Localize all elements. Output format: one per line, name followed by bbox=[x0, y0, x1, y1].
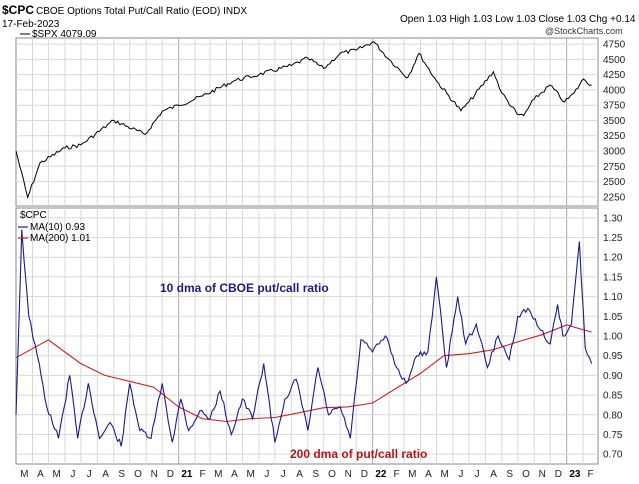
x-tick-label: J bbox=[87, 469, 92, 480]
top-panel-frame bbox=[15, 37, 599, 207]
x-tick-label: A bbox=[231, 469, 238, 480]
bottom-y-tick-label: 1.20 bbox=[603, 253, 623, 264]
x-tick-label: M bbox=[52, 469, 60, 480]
ma10-legend-label: MA(10) 0.93 bbox=[30, 222, 85, 233]
watermark: @StockCharts.com bbox=[545, 26, 623, 36]
x-tick-label: D bbox=[167, 469, 174, 480]
x-tick-label: J bbox=[264, 469, 269, 480]
x-tick-label: 21 bbox=[181, 469, 193, 480]
bottom-y-tick-label: 0.70 bbox=[603, 450, 623, 461]
top-y-axis: 2250 2500 2750 3000 3250 3500 3750 4000 4250 4500… bbox=[603, 40, 626, 204]
x-tick-label: A bbox=[37, 469, 44, 480]
ma10-annotation: 10 dma of CBOE put/call ratio bbox=[160, 281, 329, 295]
x-tick-label: A bbox=[296, 469, 303, 480]
top-y-tick-label: 2750 bbox=[603, 162, 626, 173]
x-tick-label: F bbox=[394, 469, 400, 480]
x-tick-label: J bbox=[70, 469, 75, 480]
bottom-y-tick-label: 0.85 bbox=[603, 391, 623, 402]
ma200-legend-label: MA(200) 1.01 bbox=[30, 233, 91, 244]
top-y-tick-label: 2500 bbox=[603, 177, 626, 188]
cpc-legend-title: $CPC bbox=[20, 210, 47, 221]
x-tick-label: 23 bbox=[569, 469, 581, 480]
x-tick-label: 22 bbox=[375, 469, 387, 480]
x-tick-label: J bbox=[281, 469, 286, 480]
top-y-tick-label: 4500 bbox=[603, 55, 626, 66]
bottom-legend: $CPC MA(10) 0.93 MA(200) 1.01 bbox=[18, 210, 91, 244]
spx-line bbox=[15, 41, 592, 200]
top-legend: $SPX 4079.09 bbox=[20, 29, 97, 40]
top-y-tick-label: 4750 bbox=[603, 40, 626, 51]
x-tick-label: D bbox=[361, 469, 368, 480]
x-tick-label: M bbox=[20, 469, 28, 480]
bottom-plot-lines bbox=[15, 229, 593, 447]
x-tick-label: A bbox=[102, 469, 109, 480]
x-tick-label: M bbox=[246, 469, 254, 480]
x-tick-label: O bbox=[134, 469, 142, 480]
symbol-label: $CPC bbox=[2, 3, 34, 17]
top-plot-lines bbox=[15, 41, 592, 200]
x-tick-label: S bbox=[506, 469, 513, 480]
bottom-y-tick-label: 1.15 bbox=[603, 272, 623, 283]
symbol-description: CBOE Options Total Put/Call Ratio (EOD) … bbox=[36, 6, 247, 17]
x-tick-label: M bbox=[214, 469, 222, 480]
top-y-tick-label: 3000 bbox=[603, 147, 626, 158]
x-tick-label: A bbox=[425, 469, 432, 480]
x-tick-label: A bbox=[490, 469, 497, 480]
bottom-y-tick-label: 0.80 bbox=[603, 410, 623, 421]
x-tick-label: F bbox=[588, 469, 594, 480]
x-tick-label: J bbox=[458, 469, 463, 480]
bottom-y-tick-label: 1.10 bbox=[603, 292, 623, 303]
bottom-y-tick-label: 1.30 bbox=[603, 213, 623, 224]
top-y-tick-label: 3750 bbox=[603, 101, 626, 112]
ma10-line bbox=[15, 229, 593, 447]
x-tick-label: M bbox=[440, 469, 448, 480]
bottom-y-tick-label: 0.95 bbox=[603, 351, 623, 362]
top-y-tick-label: 3250 bbox=[603, 131, 626, 142]
x-tick-label: J bbox=[475, 469, 480, 480]
top-y-tick-label: 4250 bbox=[603, 70, 626, 81]
bottom-y-axis: 0.70 0.75 0.80 0.85 0.90 0.95 1.00 1.05 1.10 1.15… bbox=[603, 213, 623, 460]
x-tick-label: N bbox=[151, 469, 158, 480]
x-tick-label: N bbox=[345, 469, 352, 480]
spx-legend-label: $SPX 4079.09 bbox=[32, 29, 97, 40]
top-y-tick-label: 3500 bbox=[603, 116, 626, 127]
top-y-tick-label: 4000 bbox=[603, 85, 626, 96]
x-tick-label: S bbox=[118, 469, 125, 480]
bottom-y-tick-label: 0.90 bbox=[603, 371, 623, 382]
x-tick-label: N bbox=[539, 469, 546, 480]
bottom-y-tick-label: 1.05 bbox=[603, 312, 623, 323]
ma200-annotation: 200 dma of put/call ratio bbox=[290, 447, 427, 461]
x-axis-labels: M A M J J A S O N D 21 F M A M J J A S O N D 22 F M A M J J A S O N D 23 F bbox=[20, 469, 594, 480]
bottom-y-tick-label: 0.75 bbox=[603, 430, 623, 441]
x-tick-label: O bbox=[522, 469, 530, 480]
top-y-tick-label: 2250 bbox=[603, 192, 626, 203]
x-tick-label: O bbox=[328, 469, 336, 480]
x-tick-label: M bbox=[408, 469, 416, 480]
chart-header: $CPC CBOE Options Total Put/Call Ratio (… bbox=[2, 3, 639, 36]
x-tick-label: F bbox=[200, 469, 206, 480]
bottom-y-tick-label: 1.00 bbox=[603, 332, 623, 343]
x-tick-label: S bbox=[312, 469, 319, 480]
ohlc-label: Open 1.03 High 1.03 Low 1.03 Close 1.03 … bbox=[400, 14, 639, 25]
date-label: 17-Feb-2023 bbox=[2, 19, 60, 30]
bottom-y-tick-label: 1.25 bbox=[603, 233, 623, 244]
x-tick-label: D bbox=[555, 469, 562, 480]
